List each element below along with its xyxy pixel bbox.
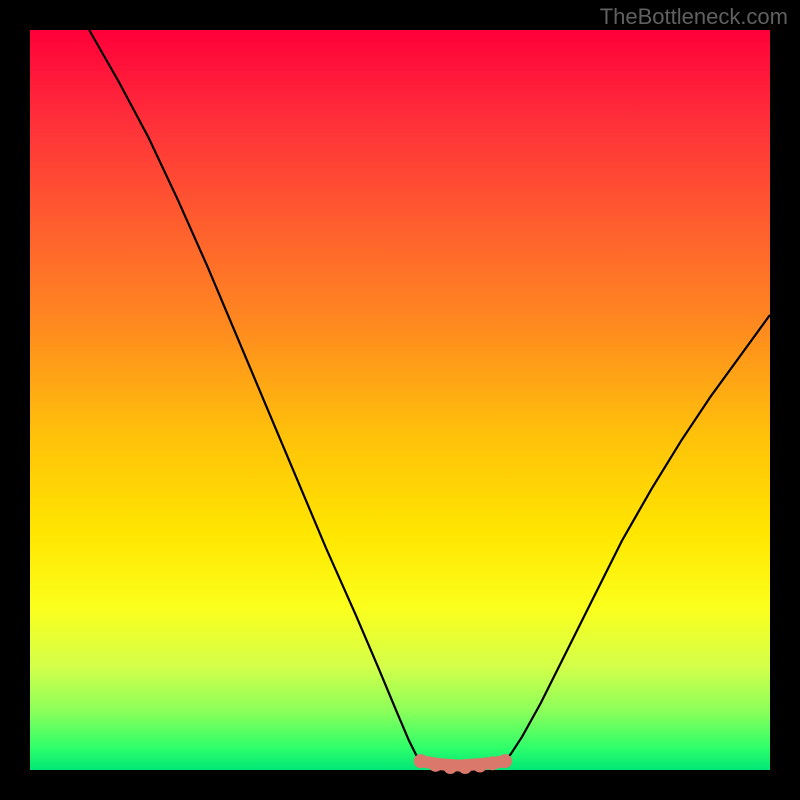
chart-container: TheBottleneck.com: [0, 0, 800, 800]
valley-dot: [458, 760, 472, 774]
valley-dot: [443, 760, 457, 774]
gradient-background: [30, 30, 770, 770]
valley-dot: [473, 759, 487, 773]
watermark-label: TheBottleneck.com: [600, 4, 788, 30]
valley-dot: [498, 754, 512, 768]
bottleneck-curve-chart: [0, 0, 800, 800]
valley-dot: [414, 754, 428, 768]
valley-dot: [486, 756, 500, 770]
valley-dot: [429, 758, 443, 772]
